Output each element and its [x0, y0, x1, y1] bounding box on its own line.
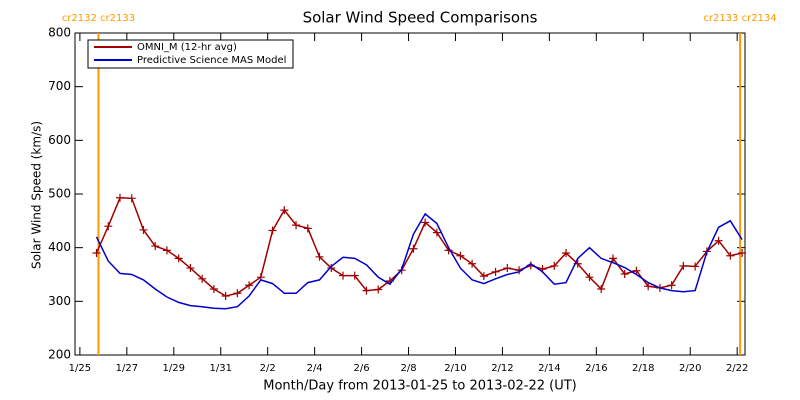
point-marker: [667, 281, 676, 290]
y-tick-label: 700: [48, 79, 71, 93]
legend-label: Predictive Science MAS Model: [137, 55, 286, 66]
point-marker: [162, 246, 171, 255]
point-marker: [491, 267, 500, 276]
point-marker: [92, 249, 101, 258]
x-tick-label: 2/20: [679, 363, 701, 374]
point-marker: [315, 252, 324, 261]
point-marker: [550, 261, 559, 270]
series-line: [95, 212, 743, 310]
point-marker: [245, 281, 254, 290]
legend-box: [87, 39, 294, 69]
y-tick-label: 300: [48, 294, 71, 308]
x-tick-label: 2/6: [354, 363, 370, 374]
y-tick-label: 500: [48, 187, 71, 201]
x-tick-label: 2/18: [632, 363, 654, 374]
point-marker: [503, 264, 512, 273]
point-marker: [679, 261, 688, 270]
point-marker: [151, 242, 160, 251]
x-tick-label: 1/31: [210, 363, 232, 374]
point-marker: [738, 249, 747, 258]
point-marker: [362, 286, 371, 295]
x-tick-label: 2/2: [260, 363, 276, 374]
point-marker: [303, 224, 312, 233]
point-marker: [644, 282, 653, 291]
point-marker: [104, 222, 113, 231]
x-tick-label: 1/25: [69, 363, 91, 374]
point-marker: [127, 194, 136, 203]
x-tick-label: 2/10: [444, 363, 466, 374]
point-marker: [456, 251, 465, 260]
point-marker: [292, 221, 301, 230]
x-tick-label: 2/12: [491, 363, 513, 374]
point-marker: [198, 274, 207, 283]
y-axis-label: Solar Wind Speed (km/s): [30, 121, 44, 269]
legend-label: OMNI_M (12-hr avg): [137, 42, 237, 53]
point-marker: [691, 262, 700, 271]
point-marker: [280, 206, 289, 215]
point-marker: [268, 226, 277, 235]
point-marker: [233, 289, 242, 298]
y-tick-label: 800: [48, 26, 71, 40]
chart-title: Solar Wind Speed Comparisons: [303, 9, 538, 27]
point-marker: [468, 259, 477, 268]
x-tick-label: 1/27: [116, 363, 138, 374]
x-tick-label: 2/4: [307, 363, 323, 374]
point-marker: [174, 254, 183, 263]
y-tick-label: 600: [48, 133, 71, 147]
point-marker: [632, 266, 641, 275]
point-marker: [479, 272, 488, 281]
point-marker: [409, 244, 418, 253]
point-marker: [597, 284, 606, 293]
y-tick-label: 200: [48, 348, 71, 362]
x-tick-label: 2/22: [726, 363, 748, 374]
point-marker: [714, 236, 723, 245]
y-tick-label: 400: [48, 240, 71, 254]
point-marker: [421, 218, 430, 227]
x-tick-label: 2/8: [400, 363, 416, 374]
point-marker: [374, 285, 383, 294]
plot-frame: [74, 32, 746, 356]
x-axis-label: Month/Day from 2013-01-25 to 2013-02-22 …: [263, 379, 576, 394]
point-marker: [350, 271, 359, 280]
point-marker: [620, 269, 629, 278]
point-marker: [339, 271, 347, 280]
annotation: cr2133 cr2134: [703, 13, 776, 24]
x-tick-label: 2/14: [538, 363, 560, 374]
point-marker: [585, 273, 594, 282]
x-tick-label: 2/16: [585, 363, 607, 374]
point-marker: [726, 251, 735, 260]
point-marker: [139, 225, 148, 234]
point-marker: [221, 291, 230, 300]
point-marker: [562, 249, 571, 258]
point-marker: [327, 264, 336, 273]
point-marker: [186, 264, 195, 273]
point-marker: [115, 193, 124, 202]
annotation: cr2132 cr2133: [62, 13, 135, 24]
x-tick-label: 1/29: [163, 363, 185, 374]
point-marker: [608, 254, 617, 263]
point-marker: [209, 284, 218, 293]
point-marker: [432, 228, 441, 237]
